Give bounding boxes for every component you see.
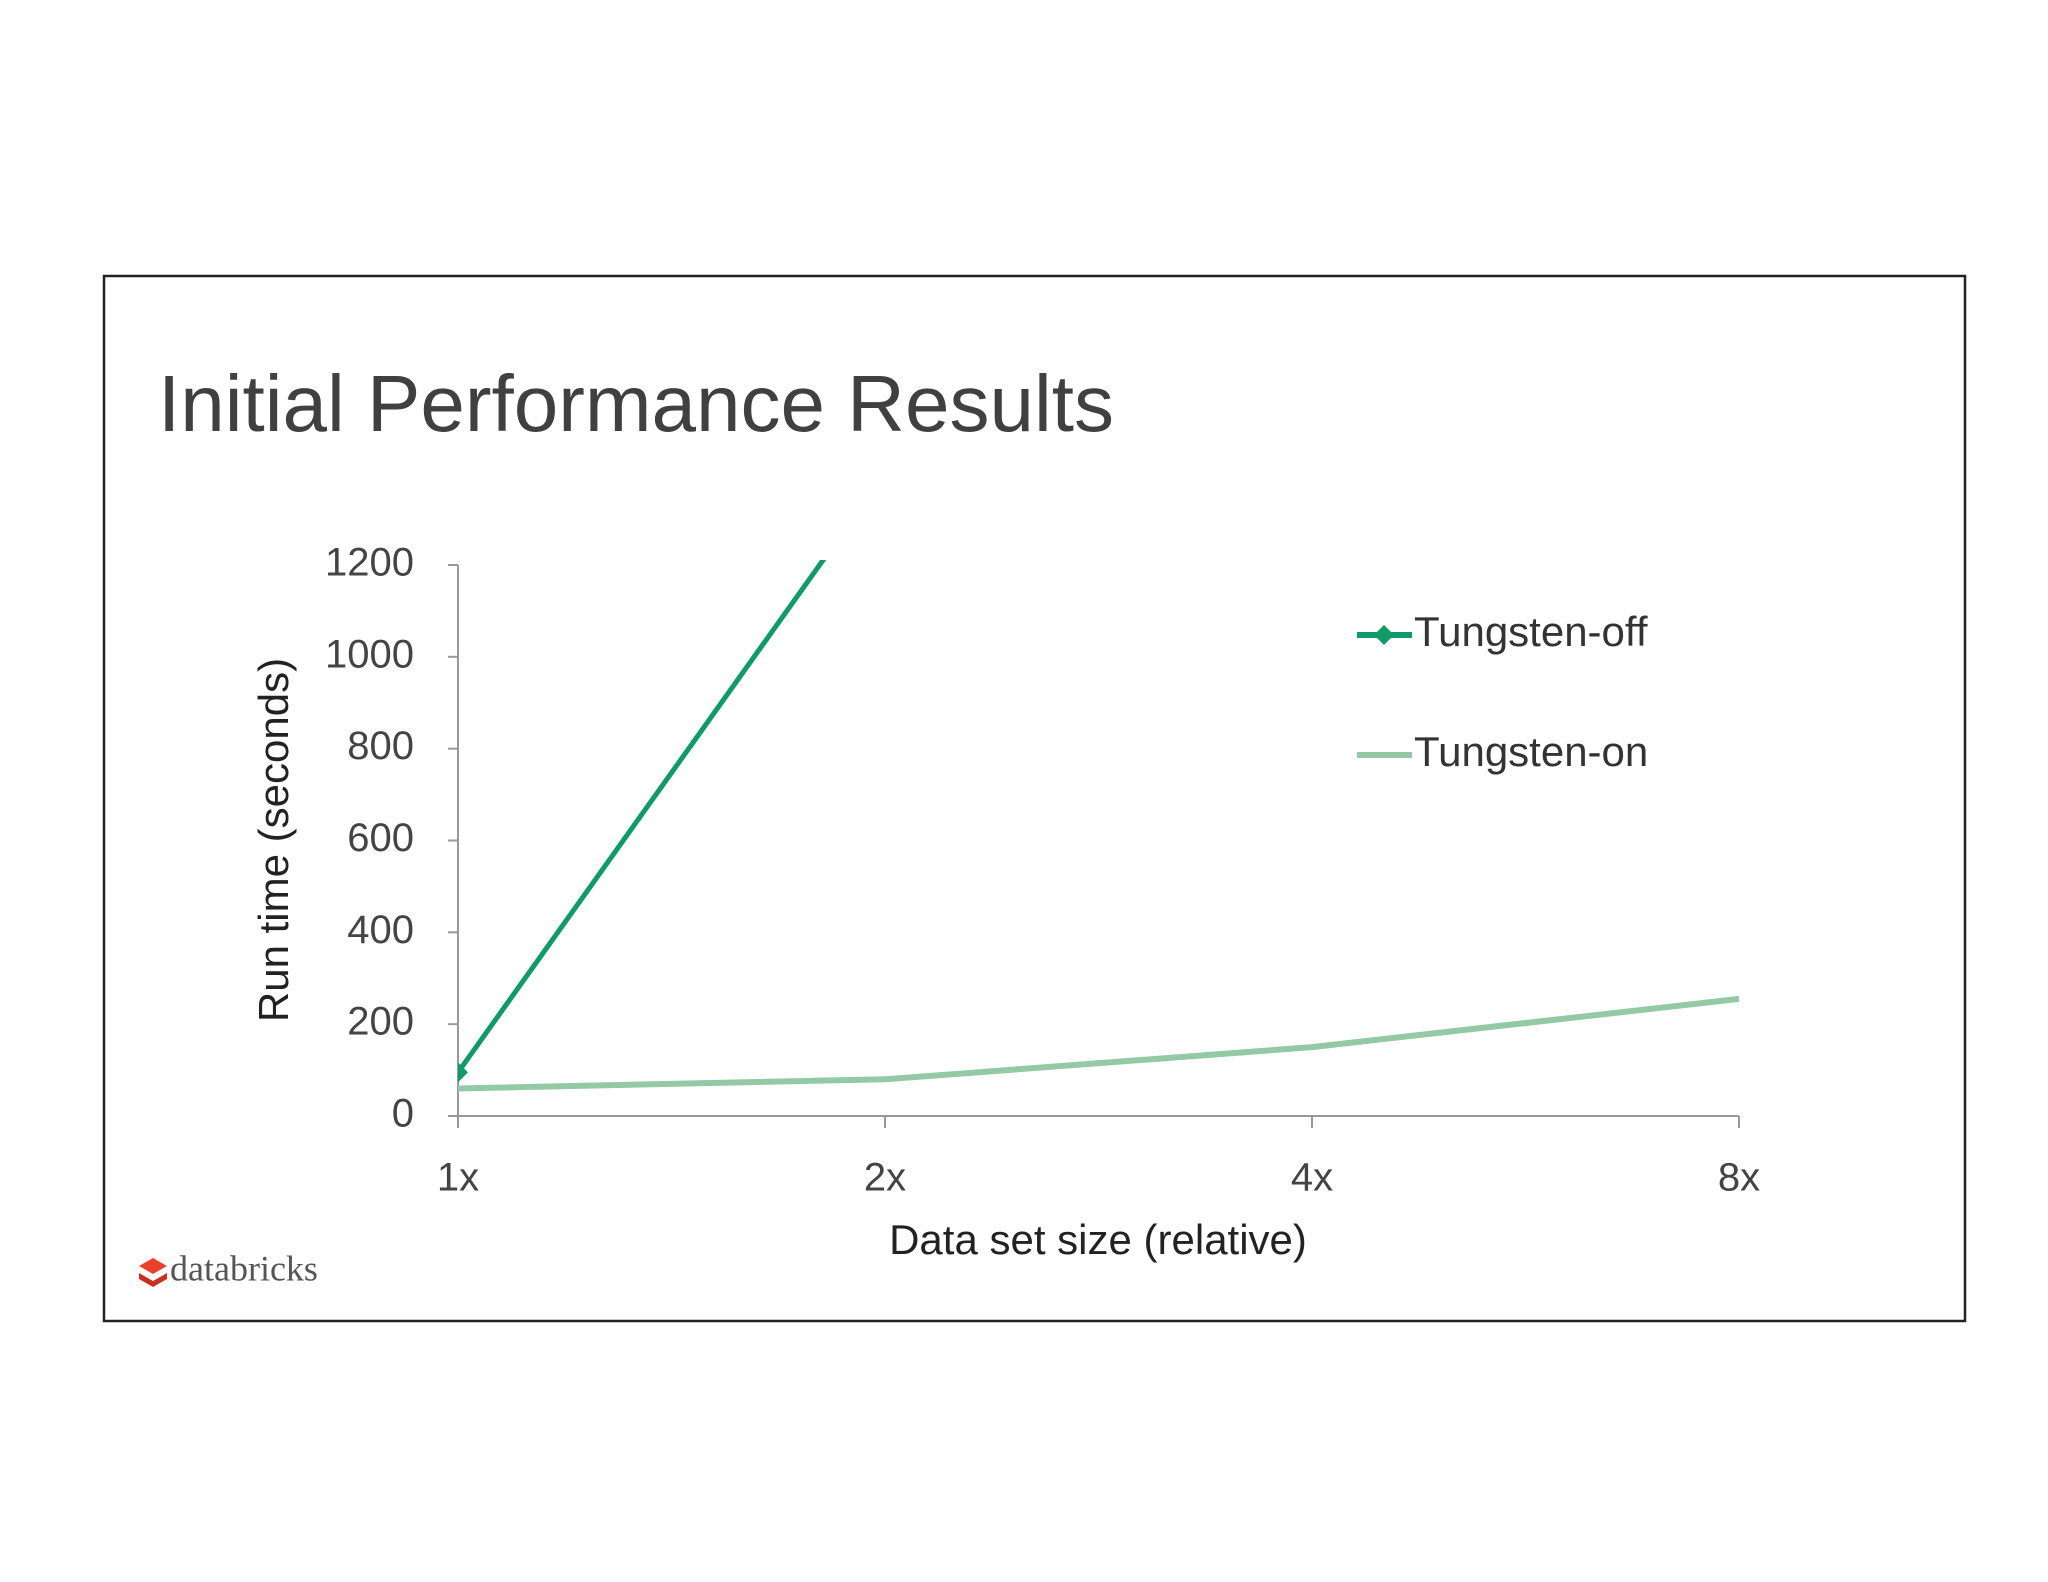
logo: databricks xyxy=(139,1248,318,1288)
series-line xyxy=(458,560,827,1074)
legend-label: Tungsten-off xyxy=(1414,608,1648,655)
y-tick-label: 400 xyxy=(347,908,414,952)
y-tick-label: 1200 xyxy=(325,541,414,585)
x-tick-label: 2x xyxy=(864,1156,906,1200)
slide-frame xyxy=(102,274,1967,1323)
series-line xyxy=(458,995,1740,1092)
y-tick-label: 800 xyxy=(347,724,414,768)
logo-text: databricks xyxy=(170,1248,318,1288)
legend-marker xyxy=(1374,625,1394,645)
x-tick-label: 8x xyxy=(1718,1156,1760,1200)
y-axis-title: Run time (seconds) xyxy=(250,658,297,1022)
y-tick-label: 200 xyxy=(347,1000,414,1044)
y-tick-label: 1000 xyxy=(325,632,414,676)
x-tick-label: 1x xyxy=(437,1156,479,1200)
y-tick-label: 0 xyxy=(392,1092,414,1136)
chart-title: Initial Performance Results xyxy=(158,359,1114,448)
x-axis-title: Data set size (relative) xyxy=(889,1216,1307,1263)
legend-label: Tungsten-on xyxy=(1414,728,1648,775)
y-tick-label: 600 xyxy=(347,816,414,860)
x-tick-label: 4x xyxy=(1291,1156,1333,1200)
point-marker xyxy=(458,1062,468,1083)
plot-area xyxy=(458,560,1740,1092)
